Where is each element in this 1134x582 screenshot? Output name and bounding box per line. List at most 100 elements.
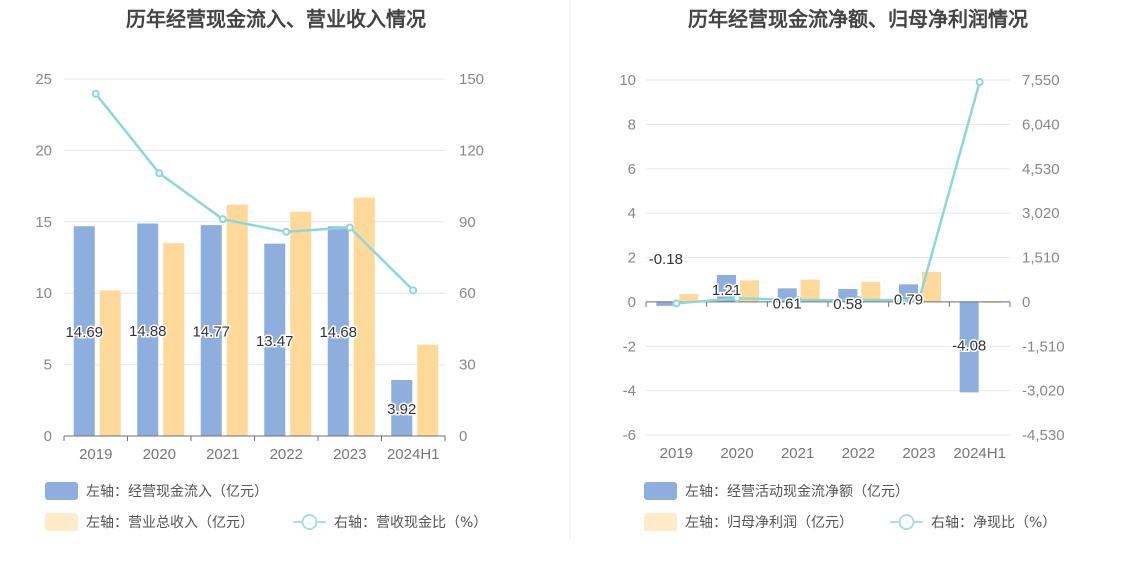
- bar-primary: [73, 226, 95, 436]
- legend-marker-cash-ratio: [301, 514, 318, 530]
- line-point: [854, 295, 863, 304]
- y-right-tick-label: 120: [459, 142, 484, 159]
- y-right-tick-label: 0: [1022, 294, 1030, 311]
- chart-2: 历年经营现金流净额、归母净利润情况 -6 -4 -2 0 2 4 6 8 10 -4,530 -3…: [619, 7, 1065, 531]
- data-label: 14.88: [129, 323, 167, 340]
- x-tick-label: 2022: [270, 446, 303, 463]
- chart-1-legend: 左轴：经营现金流入（亿元） 左轴：营业总收入（亿元） 右轴：营收现金比（%）: [45, 482, 487, 531]
- bar-secondary: [982, 301, 1002, 303]
- x-tick-label: 2024H1: [953, 445, 1006, 462]
- y-left-tick-label: 0: [44, 428, 52, 445]
- bar-primary: [200, 225, 222, 436]
- chart-2-title: 历年经营现金流净额、归母净利润情况: [688, 7, 1028, 31]
- chart-2-grid: [646, 79, 1010, 436]
- x-tick-label: 2021: [781, 445, 814, 462]
- data-label: 3.92: [387, 401, 416, 418]
- y-left-tick-label: -6: [623, 427, 636, 444]
- legend-swatch-revenue: [45, 513, 78, 531]
- bar-primary: [838, 289, 858, 302]
- legend-item-net-cash-ratio[interactable]: 右轴：净现比（%）: [890, 514, 1056, 531]
- y-left-tick-label: 4: [628, 205, 636, 222]
- chart-1-bars: [73, 197, 439, 436]
- legend-label-cash-inflow: 左轴：经营现金流入（亿元）: [86, 484, 268, 500]
- chart-1: 历年经营现金流入、营业收入情况 0 5 10 15 20 25 0 30 60 90 120 150…: [35, 7, 487, 531]
- y-left-tick-label: -2: [623, 338, 636, 355]
- chart-2-x-axis: 2019 2020 2021 2022 2023 2024H1: [645, 301, 1011, 462]
- legend-swatch-net-cash-flow: [644, 482, 677, 500]
- bar-secondary: [353, 197, 375, 436]
- y-right-tick-label: 30: [459, 357, 476, 374]
- bar-secondary: [861, 281, 881, 302]
- legend-label-net-cash-ratio: 右轴：净现比（%）: [931, 515, 1056, 531]
- line-point: [91, 89, 100, 98]
- y-right-tick-label: 4,530: [1022, 161, 1060, 178]
- data-label: 0.58: [833, 296, 862, 313]
- y-left-tick-label: 5: [44, 357, 52, 374]
- chart-2-data-labels: -0.18 1.21 0.61 0.58 0.79 -4.08: [647, 249, 988, 356]
- bar-primary: [264, 243, 286, 436]
- legend-item-net-profit[interactable]: 左轴：归母净利润（亿元）: [644, 513, 853, 531]
- chart-1-line: [91, 89, 418, 295]
- y-left-tick-label: 6: [628, 161, 636, 178]
- y-left-tick-label: 15: [35, 214, 52, 231]
- chart-1-title: 历年经营现金流入、营业收入情况: [126, 7, 426, 31]
- legend-item-cash-inflow[interactable]: 左轴：经营现金流入（亿元）: [45, 482, 268, 500]
- bar-primary: [899, 284, 918, 302]
- legend-swatch-net-profit: [644, 513, 677, 531]
- x-tick-label: 2021: [206, 446, 239, 463]
- line-point: [733, 294, 741, 303]
- y-right-tick-label: 6,040: [1022, 116, 1060, 133]
- line-point: [793, 296, 802, 305]
- x-tick-label: 2023: [902, 445, 935, 462]
- bar-secondary: [417, 344, 439, 436]
- y-right-tick-label: 60: [459, 285, 476, 302]
- chart-2-left-ticks: -6 -4 -2 0 2 4 6 8 10: [619, 72, 636, 444]
- chart-1-grid: [64, 78, 445, 437]
- line-point: [409, 286, 418, 295]
- data-label: 0.79: [894, 291, 923, 308]
- x-tick-label: 2023: [333, 446, 366, 463]
- legend-label-net-cash-flow: 左轴：经营活动现金流净额（亿元）: [685, 484, 909, 500]
- y-left-tick-label: 10: [35, 285, 52, 302]
- y-left-tick-label: 25: [35, 71, 52, 88]
- line-series: [94, 92, 415, 292]
- legend-label-cash-ratio: 右轴：营收现金比（%）: [334, 515, 487, 531]
- x-tick-label: 2019: [79, 446, 112, 463]
- y-left-tick-label: 20: [35, 142, 52, 159]
- chart-2-line: [672, 78, 984, 308]
- y-left-tick-label: 2: [628, 250, 636, 267]
- bar-secondary: [99, 290, 121, 436]
- bar-primary: [327, 226, 349, 436]
- legend-item-revenue[interactable]: 左轴：营业总收入（亿元）: [45, 513, 254, 531]
- line-point: [672, 299, 681, 308]
- x-tick-label: 2020: [143, 446, 176, 463]
- line-point: [345, 223, 354, 232]
- chart-2-bars: [656, 271, 1002, 393]
- line-point: [975, 78, 984, 87]
- bar-primary: [137, 223, 159, 436]
- legend-label-revenue: 左轴：营业总收入（亿元）: [86, 515, 254, 531]
- chart-1-left-ticks: 0 5 10 15 20 25: [35, 71, 52, 445]
- bar-secondary: [800, 279, 820, 302]
- line-point: [915, 296, 923, 305]
- y-right-tick-label: -4,530: [1022, 427, 1065, 444]
- y-right-tick-label: 0: [459, 428, 467, 445]
- y-left-tick-label: 0: [628, 294, 636, 311]
- chart-1-x-axis: 2019 2020 2021 2022 2023 2024H1: [63, 435, 446, 463]
- data-label: 1.21: [712, 282, 741, 299]
- bar-secondary: [163, 243, 185, 436]
- bar-primary: [717, 275, 736, 302]
- legend-item-cash-ratio[interactable]: 右轴：营收现金比（%）: [293, 514, 487, 531]
- bar-secondary: [226, 204, 248, 436]
- y-right-tick-label: 150: [459, 71, 484, 88]
- legend-item-net-cash-flow[interactable]: 左轴：经营活动现金流净额（亿元）: [644, 482, 909, 500]
- bar-primary: [959, 301, 979, 393]
- y-right-tick-label: -3,020: [1022, 383, 1065, 400]
- line-point: [282, 227, 291, 236]
- bar-secondary: [922, 271, 941, 302]
- y-right-tick-label: 3,020: [1022, 205, 1060, 222]
- line-point: [218, 215, 227, 224]
- legend-swatch-cash-inflow: [45, 482, 78, 500]
